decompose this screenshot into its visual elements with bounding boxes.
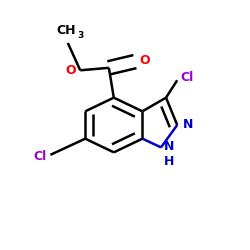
Text: 3: 3 [77,32,84,40]
Text: N: N [183,118,193,132]
Text: CH: CH [57,24,76,37]
Text: O: O [65,64,76,77]
Text: Cl: Cl [34,150,47,162]
Text: Cl: Cl [180,71,194,84]
Text: N: N [164,140,174,153]
Text: H: H [164,154,174,168]
Text: O: O [140,54,150,67]
